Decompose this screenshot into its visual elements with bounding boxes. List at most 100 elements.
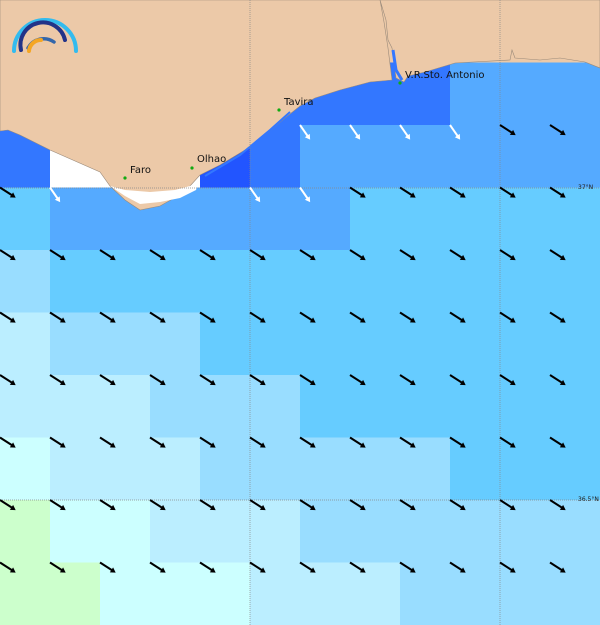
- arrow-black-icon: [449, 436, 466, 448]
- wave-cell: [500, 312, 551, 376]
- arrow-black-icon: [499, 311, 516, 323]
- arrow-black-icon: [249, 561, 266, 573]
- tavira-channel: [204, 111, 291, 177]
- arrow-black-icon: [299, 311, 316, 323]
- arrow-black-icon: [249, 374, 266, 386]
- wave-cell: [350, 312, 401, 376]
- wave-cell: [450, 437, 501, 501]
- wave-cell: [400, 375, 451, 438]
- arrow-black-icon: [0, 436, 16, 448]
- wave-cell: [250, 500, 301, 563]
- arrow-black-icon: [249, 436, 266, 448]
- wave-cell: [0, 500, 51, 563]
- wave-cell: [550, 437, 600, 501]
- arrow-black-icon: [449, 499, 466, 511]
- wave-cell: [250, 250, 301, 313]
- arrow-black-icon: [349, 561, 366, 573]
- wave-cell: [200, 437, 251, 501]
- wave-cell: [550, 562, 600, 625]
- wave-cell: [200, 250, 251, 313]
- arrow-black-icon: [549, 249, 566, 261]
- arrow-black-icon: [449, 374, 466, 386]
- wave-cell: [450, 312, 501, 376]
- wave-cell: [500, 437, 551, 501]
- arrow-black-icon: [199, 561, 216, 573]
- arrow-black-icon: [249, 311, 266, 323]
- wave-cell: [0, 375, 51, 438]
- city-dot-faro: [123, 176, 127, 180]
- arrow-black-icon: [249, 499, 266, 511]
- wave-cell: [550, 500, 600, 563]
- wave-cell: [350, 250, 401, 313]
- arrow-black-icon: [349, 374, 366, 386]
- arrow-black-icon: [0, 561, 16, 573]
- wave-cell: [500, 375, 551, 438]
- arrow-black-icon: [349, 249, 366, 261]
- wave-cell: [250, 312, 301, 376]
- wave-cell: [100, 562, 151, 625]
- arrow-black-icon: [149, 561, 166, 573]
- lat-label-37n: 37°N: [578, 184, 593, 191]
- lagoon-faro: [110, 180, 200, 204]
- arrow-black-icon: [99, 249, 116, 261]
- wave-cell: [450, 562, 501, 625]
- arrow-black-icon: [99, 499, 116, 511]
- wave-cell: [550, 250, 600, 313]
- wave-cell: [200, 562, 251, 625]
- arrow-black-icon: [49, 561, 66, 573]
- arrow-black-icon: [399, 436, 416, 448]
- river-guadiana: [391, 49, 404, 81]
- wave-cell: [300, 500, 351, 563]
- city-label-tavira: Tavira: [283, 97, 314, 108]
- arrow-black-icon: [49, 311, 66, 323]
- arrow-black-icon: [499, 374, 516, 386]
- wave-cell: [200, 375, 251, 438]
- arrow-black-icon: [0, 249, 16, 261]
- arrow-black-icon: [99, 374, 116, 386]
- wave-cell: [400, 500, 451, 563]
- wave-cell: [100, 250, 151, 313]
- wave-direction-arrows: [0, 124, 566, 573]
- arrow-black-icon: [49, 499, 66, 511]
- wave-cell: [50, 375, 101, 438]
- arrow-black-icon: [149, 499, 166, 511]
- arrow-white-icon: [349, 124, 361, 140]
- wave-cell: [550, 125, 600, 188]
- wave-cell: [550, 312, 600, 376]
- arrow-white-icon: [249, 186, 261, 203]
- arrow-black-icon: [149, 311, 166, 323]
- wave-cell: [300, 437, 351, 501]
- arrow-white-icon: [299, 186, 311, 203]
- arrow-black-icon: [199, 436, 216, 448]
- lat-label-36-5n: 36.5°N: [578, 496, 599, 503]
- arrow-black-icon: [449, 311, 466, 323]
- city-label-vrsa: V.R.Sto. Antonio: [405, 70, 485, 81]
- arrow-black-icon: [99, 561, 116, 573]
- wave-cell: [50, 562, 101, 625]
- arrow-black-icon: [549, 186, 566, 198]
- wave-cell: [200, 312, 251, 376]
- wave-cell: [150, 437, 201, 501]
- city-label-faro: Faro: [130, 165, 151, 176]
- land-mass: [0, 0, 600, 211]
- wave-cell: [300, 375, 351, 438]
- arrow-black-icon: [549, 561, 566, 573]
- arrow-black-icon: [299, 249, 316, 261]
- arrow-black-icon: [399, 499, 416, 511]
- wave-cell: [500, 125, 551, 188]
- arrow-black-icon: [449, 561, 466, 573]
- wave-cell: [100, 437, 151, 501]
- wave-cell: [550, 375, 600, 438]
- arrow-black-icon: [449, 186, 466, 198]
- wave-cell: [500, 187, 551, 251]
- wave-cell: [0, 312, 51, 376]
- arrow-black-icon: [199, 249, 216, 261]
- arrow-black-icon: [199, 311, 216, 323]
- wave-cell: [150, 562, 201, 625]
- arrow-black-icon: [499, 186, 516, 198]
- arrow-black-icon: [0, 374, 16, 386]
- wave-cell: [350, 187, 401, 251]
- wave-cell: [0, 562, 51, 625]
- wave-cell: [350, 437, 401, 501]
